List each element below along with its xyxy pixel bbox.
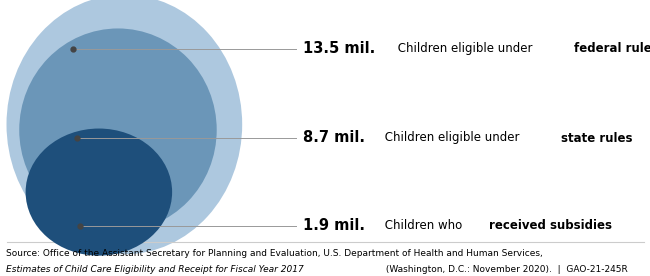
Text: 8.7 mil.: 8.7 mil. [303, 131, 365, 145]
Text: 13.5 mil.: 13.5 mil. [303, 41, 375, 56]
Ellipse shape [6, 0, 242, 254]
Ellipse shape [20, 28, 216, 231]
Text: 1.9 mil.: 1.9 mil. [303, 218, 365, 233]
Text: federal rules: federal rules [574, 42, 650, 55]
Text: (Washington, D.C.: November 2020).  |  GAO-21-245R: (Washington, D.C.: November 2020). | GAO… [383, 265, 628, 274]
Text: state rules: state rules [561, 131, 632, 145]
Text: received subsidies: received subsidies [489, 219, 612, 232]
Text: Children eligible under: Children eligible under [381, 131, 523, 145]
Text: Children eligible under: Children eligible under [394, 42, 536, 55]
Text: Estimates of Child Care Eligibility and Receipt for Fiscal Year 2017: Estimates of Child Care Eligibility and … [6, 265, 304, 274]
Ellipse shape [25, 129, 172, 256]
Text: Children who: Children who [381, 219, 466, 232]
Text: Source: Office of the Assistant Secretary for Planning and Evaluation, U.S. Depa: Source: Office of the Assistant Secretar… [6, 249, 546, 258]
